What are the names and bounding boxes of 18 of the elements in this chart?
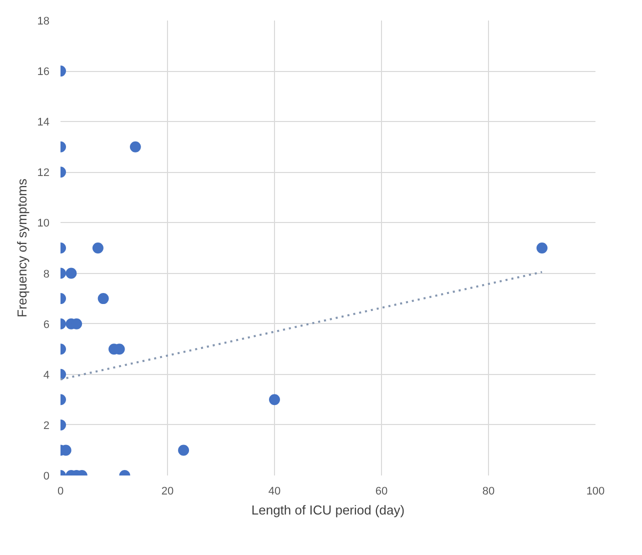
y-tick-label: 4 bbox=[43, 369, 50, 382]
x-tick-label: 60 bbox=[375, 486, 388, 498]
y-tick-label: 2 bbox=[43, 420, 50, 432]
x-tick-label: 80 bbox=[482, 486, 495, 498]
x-tick-label: 40 bbox=[268, 486, 281, 498]
y-tick-label: 8 bbox=[43, 268, 50, 280]
x-tick-label: 20 bbox=[161, 486, 174, 498]
x-tick-label: 100 bbox=[586, 486, 605, 498]
x-axis-title: Length of ICU period (day) bbox=[251, 502, 405, 518]
y-tick-label: 12 bbox=[37, 167, 50, 180]
y-tick-label: 16 bbox=[37, 66, 50, 78]
y-tick-label: 14 bbox=[37, 116, 50, 129]
y-tick-label: 6 bbox=[43, 318, 50, 331]
y-axis-title: Frequency of symptoms bbox=[14, 178, 30, 318]
y-tick-label: 10 bbox=[37, 218, 50, 230]
y-tick-label: 0 bbox=[43, 470, 50, 482]
y-tick-label: 18 bbox=[37, 16, 50, 28]
x-tick-label: 0 bbox=[57, 486, 64, 498]
